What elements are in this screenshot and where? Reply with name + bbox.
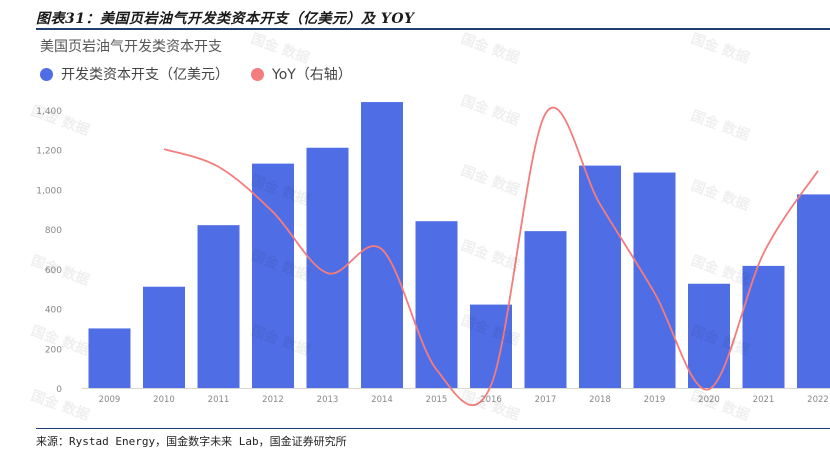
y-tick-label: 0 (56, 385, 62, 395)
legend-line-swatch (251, 67, 264, 81)
y-tick-label: 1,200 (36, 147, 62, 157)
bar-2019 (633, 172, 676, 388)
caption-rule (36, 28, 830, 30)
x-tick-label: 2021 (753, 395, 775, 405)
y-tick-label: 400 (45, 306, 62, 316)
legend-bar-swatch (40, 67, 53, 81)
bar-2022 (797, 194, 830, 388)
x-tick-label: 2020 (698, 395, 720, 405)
x-tick-label: 2019 (644, 395, 666, 405)
legend-item-bar: 开发类资本开支（亿美元） (40, 64, 229, 84)
x-tick-label: 2018 (589, 395, 611, 405)
y-tick-label: 1,400 (36, 107, 62, 117)
x-tick-label: 2009 (99, 395, 121, 405)
source-note: 来源：Rystad Energy，国金数字未来 Lab，国金证券研究所 (36, 435, 347, 448)
bar-2017 (524, 231, 567, 388)
y-tick-label: 600 (45, 266, 62, 276)
x-tick-label: 2015 (426, 395, 448, 405)
bar-2021 (742, 265, 785, 388)
chart-plot: 0 200 400 600 800 1,000 1,200 1,400 2009 2010 2011… (36, 102, 830, 407)
x-tick-label: 2012 (262, 395, 284, 405)
x-tick-label: 2016 (480, 395, 502, 405)
legend-line-label: YoY（右轴） (272, 67, 352, 83)
bar-2012 (252, 163, 294, 388)
yoy-line (163, 106, 819, 407)
bar-2009 (88, 328, 131, 388)
bar-2018 (579, 165, 621, 388)
x-tick-label: 2014 (371, 395, 393, 405)
legend-bar-label: 开发类资本开支（亿美元） (61, 67, 229, 83)
y-tick-label: 800 (45, 226, 62, 236)
bar-2015 (415, 221, 458, 388)
x-tick-label: 2010 (153, 395, 175, 405)
bar-2010 (143, 286, 185, 388)
y-tick-label: 200 (45, 345, 62, 355)
figure-caption: 图表31：美国页岩油气开发类资本开支（亿美元）及 YOY (36, 11, 415, 27)
x-tick-label: 2011 (208, 395, 230, 405)
bar-2014 (361, 102, 403, 389)
bar-2016 (470, 304, 512, 388)
bar-2011 (197, 225, 240, 388)
legend-item-line: YoY（右轴） (251, 64, 352, 84)
chart-title: 美国页岩油气开发类资本开支 (40, 39, 222, 55)
chart-legend: 开发类资本开支（亿美元） YoY（右轴） (40, 64, 374, 84)
x-tick-label: 2022 (807, 395, 829, 405)
bar-2013 (306, 147, 349, 388)
x-tick-label: 2013 (317, 395, 339, 405)
x-tick-label: 2017 (535, 395, 557, 405)
source-rule (36, 428, 830, 429)
y-tick-label: 1,000 (36, 186, 62, 196)
